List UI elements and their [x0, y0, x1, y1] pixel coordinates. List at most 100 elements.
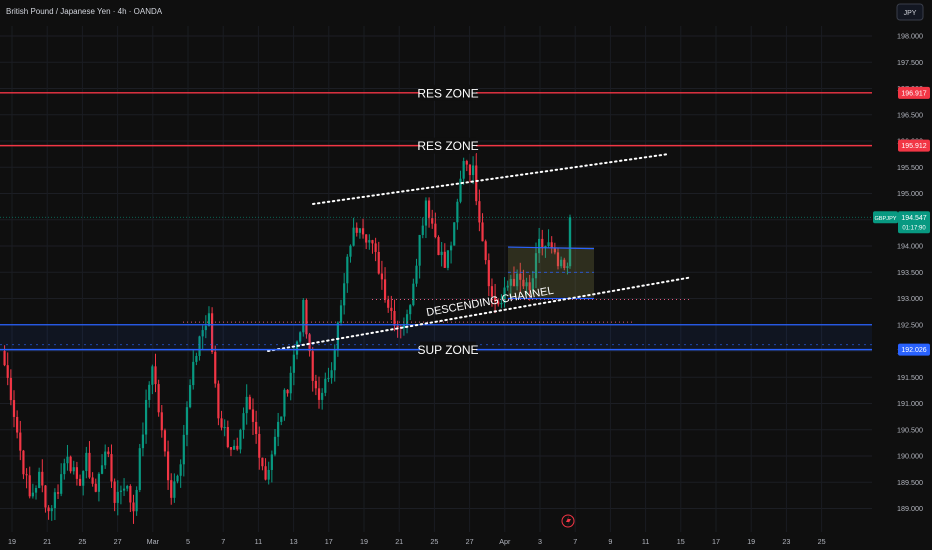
candle	[41, 471, 44, 486]
candle	[119, 490, 123, 492]
candle	[3, 351, 6, 366]
time-tick-label: 25	[78, 537, 86, 546]
candle	[273, 436, 277, 455]
price-tick-label: 193.500	[897, 268, 923, 277]
candle	[192, 361, 195, 386]
candle	[302, 299, 305, 333]
zone-label-bg	[420, 137, 476, 154]
price-tick-label: 189.500	[897, 478, 923, 487]
candle	[173, 481, 176, 498]
zone-label: RES ZONE	[417, 86, 478, 100]
zone-label: RES ZONE	[417, 139, 478, 153]
candle	[126, 485, 129, 489]
candle	[412, 283, 415, 306]
candle	[522, 279, 525, 287]
price-tag-text: 196.917	[901, 90, 926, 97]
candle	[431, 218, 434, 224]
candle	[361, 228, 365, 235]
candle	[314, 380, 317, 389]
candles	[3, 153, 572, 524]
range-box-top-line[interactable]	[507, 246, 595, 250]
candle	[308, 334, 311, 352]
candle	[214, 351, 217, 384]
candle	[88, 452, 91, 478]
price-tick-label: 197.500	[897, 58, 923, 67]
channel-upper-line[interactable]	[312, 153, 669, 205]
candle	[531, 278, 534, 290]
time-tick-label: 17	[325, 537, 333, 546]
symbol-tag	[873, 211, 898, 224]
candle	[427, 200, 431, 219]
candle	[440, 251, 443, 256]
time-tick-label: 9	[608, 537, 612, 546]
candle	[349, 245, 352, 257]
candle	[72, 467, 75, 472]
candle	[185, 407, 189, 435]
candle	[195, 355, 198, 362]
time-tick-label: 25	[430, 537, 438, 546]
candle	[38, 471, 41, 488]
candle	[550, 242, 553, 248]
candle	[387, 299, 390, 308]
candle	[198, 336, 201, 356]
candle	[305, 299, 308, 335]
time-tick-label: 19	[747, 537, 755, 546]
zone-label-bg	[420, 84, 476, 101]
candle	[154, 366, 157, 385]
price-tick-label: 193.000	[897, 294, 923, 303]
candle	[465, 161, 468, 165]
time-axis: 19 21 25 27 Mar 5 7 11 13 17 19 21 25 27 Apr 3 7 9 11 15 17 1…	[8, 537, 826, 546]
candle	[547, 242, 550, 247]
resistance-zone[interactable]: RES ZONE 196.917	[0, 84, 930, 101]
candle	[409, 305, 412, 315]
candle	[113, 481, 116, 503]
price-tick-label: 191.500	[897, 373, 923, 382]
price-tick-label: 190.000	[897, 452, 923, 461]
candle	[163, 430, 167, 452]
last-price-tag	[898, 211, 930, 234]
candle	[566, 266, 569, 269]
candle	[255, 421, 258, 434]
candle	[374, 243, 377, 252]
currency-button[interactable]: JPY	[896, 3, 924, 21]
candle	[122, 488, 126, 491]
candle	[207, 313, 211, 326]
candle	[446, 250, 450, 268]
candle	[377, 251, 380, 274]
candle	[104, 451, 107, 466]
grid	[0, 26, 872, 532]
candle	[343, 283, 346, 306]
candle	[449, 245, 453, 251]
candle	[236, 445, 239, 450]
candle	[462, 161, 465, 179]
candle	[226, 427, 229, 448]
candle	[365, 234, 368, 243]
candle	[132, 502, 135, 512]
candle	[324, 378, 327, 393]
candle	[484, 241, 487, 261]
candle	[321, 392, 324, 400]
support-zone[interactable]: SUP ZONE 192.026	[0, 341, 930, 358]
candle	[311, 351, 314, 381]
candle	[91, 477, 94, 484]
channel-lower-line[interactable]	[267, 276, 691, 352]
candle	[402, 324, 406, 328]
candle	[277, 421, 280, 437]
candle	[179, 464, 182, 476]
candle	[135, 489, 138, 512]
price-tick-label: 195.500	[897, 163, 923, 172]
lightning-icon[interactable]	[561, 514, 575, 528]
zone-label: SUP ZONE	[417, 343, 478, 357]
candle	[509, 278, 512, 286]
resistance-zone[interactable]: RES ZONE 195.912	[0, 137, 930, 154]
candle	[251, 409, 255, 422]
candle	[160, 412, 163, 431]
candle	[544, 246, 547, 248]
candle	[85, 452, 88, 472]
candle	[525, 282, 528, 287]
candle	[31, 492, 34, 497]
candle	[78, 478, 82, 486]
candle	[34, 487, 38, 493]
